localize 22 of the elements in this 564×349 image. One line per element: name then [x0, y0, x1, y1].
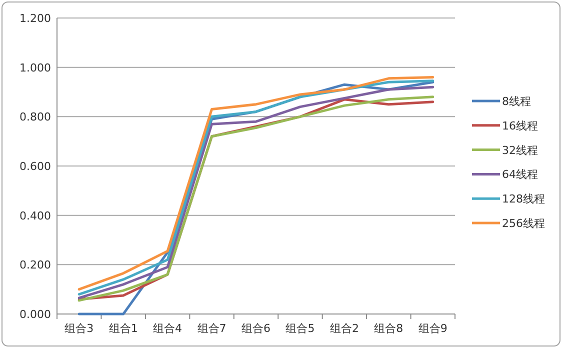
x-tick-label: 组合3 [64, 322, 94, 335]
x-tick-label: 组合9 [418, 322, 448, 335]
legend-label: 8线程 [502, 95, 531, 108]
legend-label: 32线程 [502, 144, 538, 157]
x-tick-label: 组合1 [108, 322, 138, 335]
legend-label: 128线程 [502, 192, 545, 206]
y-tick-label: 0.800 [20, 110, 51, 124]
y-tick-label: 0.200 [20, 258, 51, 272]
x-tick-label: 组合7 [197, 322, 226, 335]
y-tick-label: 1.000 [20, 61, 51, 74]
y-tick-label: 1.200 [20, 12, 51, 25]
legend-label: 256线程 [502, 217, 545, 230]
legend-label: 16线程 [502, 119, 538, 132]
legend-label: 64线程 [502, 168, 538, 182]
x-tick-label: 组合2 [330, 322, 359, 335]
x-tick-label: 组合5 [286, 322, 315, 335]
x-tick-label: 组合6 [242, 322, 270, 335]
y-tick-label: 0.400 [20, 209, 51, 222]
y-tick-label: 0.000 [20, 308, 51, 321]
x-tick-label: 组合4 [153, 322, 182, 335]
x-tick-label: 组合8 [374, 322, 404, 335]
y-tick-label: 0.600 [20, 160, 51, 173]
